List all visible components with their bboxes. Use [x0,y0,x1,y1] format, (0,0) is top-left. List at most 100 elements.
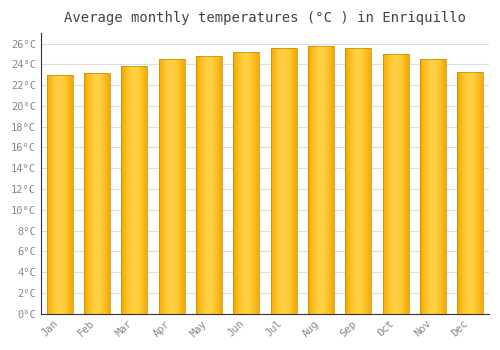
Bar [406,54,407,314]
Bar [71,75,72,314]
Bar [474,72,476,314]
Bar [85,73,86,314]
Bar [104,73,105,314]
Bar [386,54,387,314]
Bar [345,48,372,314]
Bar [88,73,89,314]
Bar [218,56,220,314]
Bar [174,59,175,314]
Bar [425,59,426,314]
Bar [459,72,460,314]
Bar [318,46,320,314]
Bar [196,56,198,314]
Bar [234,52,235,314]
Bar [290,48,292,314]
Bar [124,66,126,314]
Bar [430,59,431,314]
Bar [402,54,404,314]
Bar [286,48,287,314]
Bar [70,75,71,314]
Bar [354,48,355,314]
Bar [444,59,445,314]
Bar [254,52,255,314]
Bar [252,52,254,314]
Bar [180,59,182,314]
Bar [420,59,421,314]
Bar [434,59,436,314]
Bar [248,52,249,314]
Bar [330,46,332,314]
Bar [161,59,162,314]
Bar [367,48,368,314]
Bar [238,52,240,314]
Bar [163,59,164,314]
Bar [458,72,459,314]
Bar [158,59,184,314]
Bar [428,59,430,314]
Bar [480,72,481,314]
Bar [436,59,438,314]
Bar [256,52,257,314]
Bar [319,46,320,314]
Bar [124,66,125,314]
Bar [210,56,212,314]
Bar [128,66,129,314]
Bar [86,73,88,314]
Bar [472,72,473,314]
Bar [289,48,290,314]
Bar [433,59,434,314]
Bar [424,59,425,314]
Bar [359,48,360,314]
Bar [217,56,218,314]
Bar [482,72,484,314]
Bar [332,46,333,314]
Bar [209,56,210,314]
Bar [394,54,396,314]
Bar [250,52,252,314]
Bar [98,73,100,314]
Bar [176,59,177,314]
Bar [439,59,440,314]
Bar [333,46,334,314]
Bar [478,72,479,314]
Bar [96,73,97,314]
Bar [396,54,398,314]
Bar [442,59,444,314]
Bar [235,52,236,314]
Bar [292,48,293,314]
Bar [420,59,422,314]
Bar [90,73,91,314]
Bar [310,46,312,314]
Bar [281,48,282,314]
Bar [181,59,182,314]
Bar [242,52,243,314]
Bar [203,56,204,314]
Bar [464,72,465,314]
Bar [440,59,442,314]
Title: Average monthly temperatures (°C ) in Enriquillo: Average monthly temperatures (°C ) in En… [64,11,466,25]
Bar [183,59,184,314]
Bar [51,75,52,314]
Bar [368,48,369,314]
Bar [130,66,131,314]
Bar [105,73,106,314]
Bar [329,46,330,314]
Bar [391,54,392,314]
Bar [470,72,471,314]
Bar [457,72,458,314]
Bar [272,48,273,314]
Bar [348,48,350,314]
Bar [144,66,146,314]
Bar [284,48,286,314]
Bar [322,46,324,314]
Bar [384,54,385,314]
Bar [356,48,358,314]
Bar [144,66,145,314]
Bar [184,59,185,314]
Bar [476,72,478,314]
Bar [350,48,352,314]
Bar [321,46,322,314]
Bar [362,48,364,314]
Bar [49,75,50,314]
Bar [169,59,170,314]
